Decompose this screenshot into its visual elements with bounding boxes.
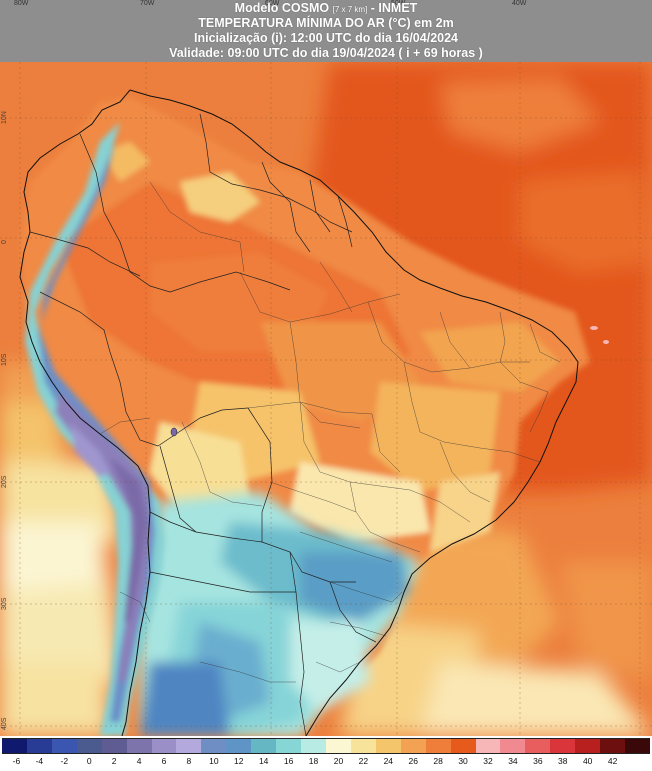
legend-labels: -6 -4 -2 0 2 4 6 8 10 12 14 16 18 20 22 24 26 28 30 32 34 36 3… (2, 754, 650, 770)
legend-swatch (201, 739, 227, 753)
legend-swatch (325, 739, 351, 753)
model-title: Modelo COSMO [7 x 7 km] - INMET (234, 1, 418, 15)
legend-swatch (2, 739, 27, 753)
legend-label: 30 (458, 756, 468, 766)
legend-swatch (550, 739, 576, 753)
longitude-label: 40W (512, 0, 527, 7)
legend-swatch (475, 739, 501, 753)
latitude-label: 40S (1, 717, 8, 730)
legend-label: -4 (35, 756, 44, 766)
longitude-label: 70W (140, 0, 155, 7)
legend-label: 2 (111, 756, 117, 766)
legend-swatch (375, 739, 401, 753)
legend-label: 32 (483, 756, 493, 766)
legend-swatch (450, 739, 476, 753)
legend-label: 20 (333, 756, 344, 766)
lake-titicaca (170, 427, 178, 437)
latitude-label: 30S (1, 597, 8, 610)
legend-label: 18 (308, 756, 319, 766)
legend-swatch (525, 739, 551, 753)
legend-swatch (575, 739, 601, 753)
legend-swatch (76, 739, 102, 753)
island (590, 326, 598, 330)
legend-label: 26 (408, 756, 418, 766)
legend-label: 14 (258, 756, 269, 766)
legend-label: -6 (12, 756, 21, 766)
legend-swatch (176, 739, 202, 753)
initialization-time: Inicialização (i): 12:00 UTC do dia 16/0… (194, 31, 458, 45)
legend-label: 12 (234, 756, 244, 766)
state-borders (99, 181, 561, 683)
legend-label: -2 (60, 756, 69, 766)
legend-swatch (425, 739, 451, 753)
longitude-label: 60W (265, 0, 280, 7)
legend-swatch (126, 739, 152, 753)
legend-label: 22 (358, 756, 369, 766)
legend-label: 36 (533, 756, 543, 766)
legend-label: 0 (86, 756, 92, 766)
legend-label: 34 (508, 756, 518, 766)
latitude-label: 10N (1, 111, 8, 124)
legend-swatch (26, 739, 52, 753)
color-legend: -6 -4 -2 0 2 4 6 8 10 12 14 16 18 20 22 24 26 28 30 32 34 36 3… (2, 738, 650, 771)
island (603, 340, 609, 344)
longitude-label: 80W (14, 0, 29, 7)
coordinate-grid (0, 62, 652, 736)
legend-swatch (101, 739, 127, 753)
longitude-label: 50W (391, 0, 406, 7)
legend-swatch (151, 739, 177, 753)
validity-time: Validade: 09:00 UTC do dia 19/04/2024 ( … (169, 46, 483, 60)
legend-label: 24 (383, 756, 394, 766)
legend-swatch (226, 739, 252, 753)
legend-label: 6 (161, 756, 167, 766)
legend-label: 8 (186, 756, 192, 766)
legend-swatch (500, 739, 526, 753)
legend-swatch (251, 739, 277, 753)
legend-label: 4 (136, 756, 142, 766)
legend-swatch (400, 739, 426, 753)
legend-swatch (276, 739, 302, 753)
legend-label: 38 (558, 756, 568, 766)
legend-label: 42 (607, 756, 618, 766)
latitude-label: 10S (1, 353, 8, 366)
legend-swatch (600, 739, 626, 753)
map-header: 80W 70W 60W 50W 40W Modelo COSMO [7 x 7 … (0, 0, 652, 62)
latitude-labels: 10N 0 10S 20S 30S 40S (1, 111, 8, 730)
temperature-map: 10N 0 10S 20S 30S 40S (0, 62, 652, 736)
ocean-temperature-bands (0, 62, 652, 736)
legend-swatch (625, 739, 650, 753)
legend-swatch (51, 739, 77, 753)
variable-title: TEMPERATURA MÍNIMA DO AR (°C) em 2m (198, 16, 454, 30)
legend-label: 40 (582, 756, 593, 766)
country-borders (29, 113, 377, 736)
coastline (19, 89, 579, 736)
legend-label: 16 (283, 756, 294, 766)
legend-colorbar (2, 738, 650, 754)
andes-cold-band (25, 122, 165, 736)
legend-swatch (350, 739, 376, 753)
legend-label: 28 (433, 756, 443, 766)
latitude-label: 0 (1, 240, 8, 244)
legend-swatch (301, 739, 326, 753)
latitude-label: 20S (1, 475, 8, 488)
legend-label: 10 (209, 756, 219, 766)
